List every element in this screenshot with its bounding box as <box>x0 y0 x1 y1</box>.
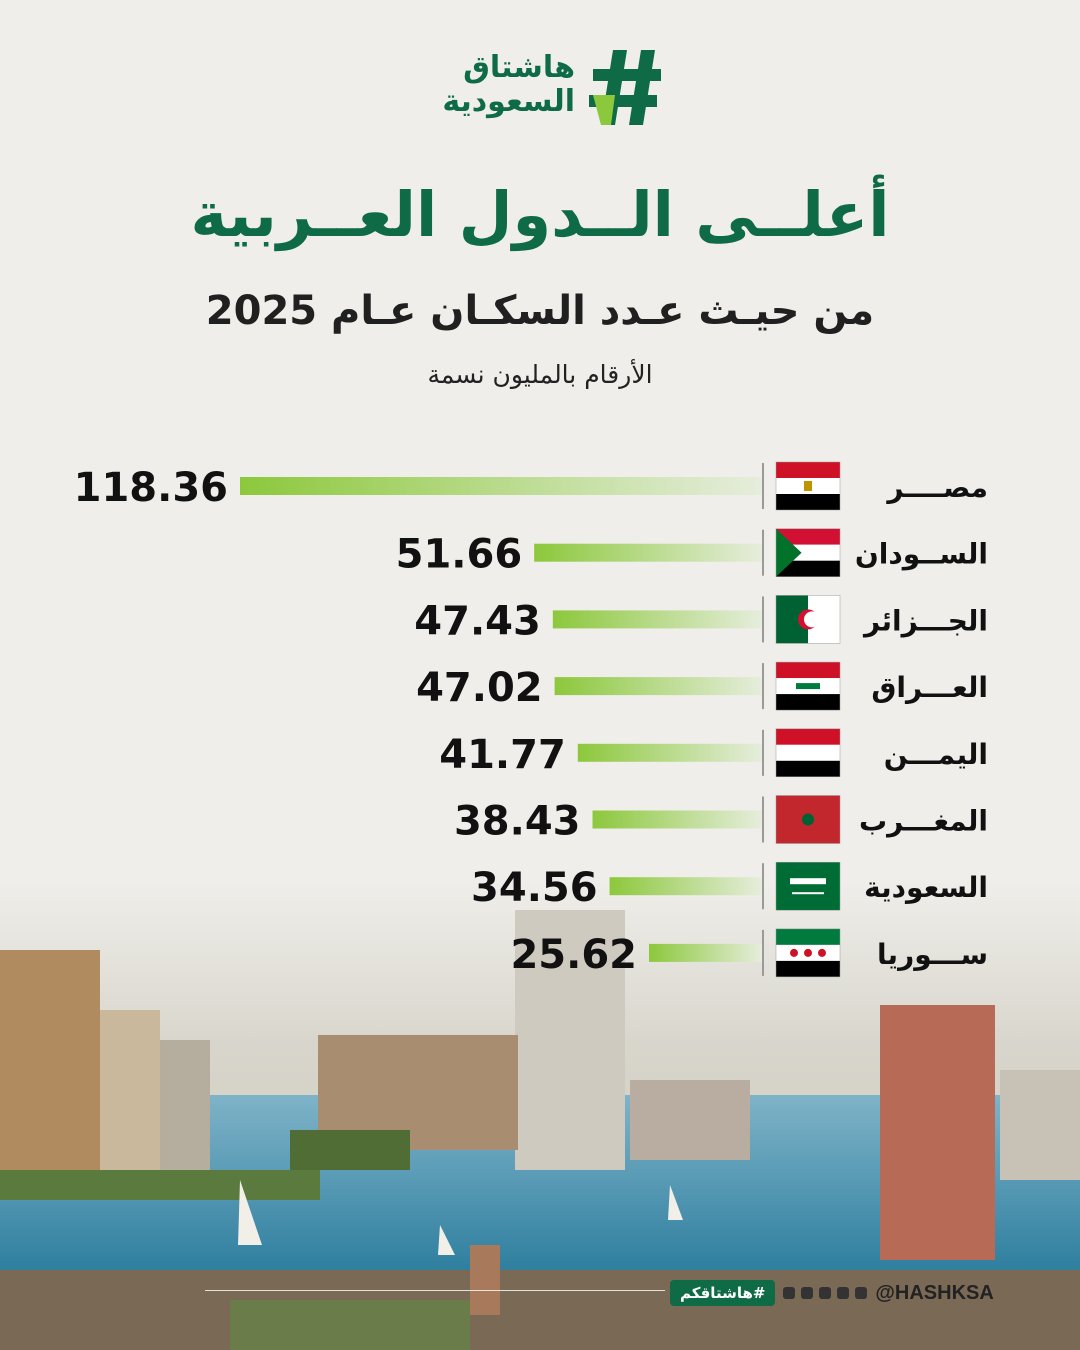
yemen-flag-icon <box>775 728 841 778</box>
logo-text: هاشتاق السعودية <box>415 51 575 119</box>
units-note: الأرقام بالمليون نسمة <box>427 360 653 389</box>
value-label: 47.43 <box>414 598 541 644</box>
x-icon <box>801 1287 814 1299</box>
bar <box>552 610 762 629</box>
instagram-icon <box>837 1287 850 1299</box>
bar-divider <box>762 529 764 576</box>
page-subtitle: من حيـث عـدد السكـان عـام 2025 <box>205 288 875 334</box>
category-label: المغـــرب <box>859 805 988 838</box>
category-label: العـــراق <box>871 671 988 704</box>
bar <box>649 943 762 962</box>
value-label: 51.66 <box>396 532 523 578</box>
bar-divider <box>762 929 764 976</box>
category-label: الجـــزائر <box>862 604 988 637</box>
bar <box>609 877 762 896</box>
bar-divider <box>762 463 764 509</box>
category-label: مصــــر <box>885 471 988 504</box>
value-label: 38.43 <box>454 799 581 845</box>
bar-divider <box>762 596 764 643</box>
bar <box>534 543 762 562</box>
logo-line-1: هاشتاق <box>463 50 575 85</box>
saudi-flag-icon <box>775 861 841 911</box>
logo-line-2: السعودية <box>442 84 575 119</box>
facebook-icon <box>783 1287 796 1299</box>
bar <box>592 810 762 829</box>
cairo-cityscape-image <box>0 880 1080 1350</box>
social-icons <box>783 1287 868 1299</box>
egypt-flag-icon <box>775 461 841 511</box>
value-label: 25.62 <box>510 932 637 978</box>
syria-flag-icon <box>775 928 841 978</box>
hashtag-badge: #هاشتاقكم <box>670 1280 776 1306</box>
bar-divider <box>762 729 764 776</box>
category-label: اليمـــن <box>884 738 988 771</box>
bar-divider <box>762 863 764 910</box>
snapchat-icon <box>819 1287 832 1299</box>
value-label: 34.56 <box>471 865 598 911</box>
bar-divider <box>762 663 764 710</box>
bar <box>577 743 762 762</box>
sudan-flag-icon <box>775 528 841 577</box>
morocco-flag-icon <box>775 795 841 844</box>
algeria-flag-icon <box>775 595 841 644</box>
iraq-flag-icon <box>775 661 841 711</box>
hashtag-icon <box>589 50 661 125</box>
bar-divider <box>762 796 764 843</box>
category-label: السعودية <box>864 871 988 904</box>
telegram-icon <box>855 1287 868 1299</box>
social-handle: @HASHKSA <box>875 1281 994 1304</box>
footer: #هاشتاقكم @HASHKSA <box>670 1278 994 1308</box>
page-title: أعلــى الــدول العــربية <box>190 178 890 251</box>
category-label: الســودان <box>855 538 988 571</box>
bar <box>240 477 762 495</box>
brand-logo: هاشتاق السعودية <box>415 45 665 130</box>
value-label: 118.36 <box>74 465 228 511</box>
value-label: 47.02 <box>416 665 543 711</box>
category-label: ســـوريا <box>877 938 988 971</box>
footer-divider <box>205 1290 665 1291</box>
bar <box>554 677 762 696</box>
value-label: 41.77 <box>439 732 566 778</box>
